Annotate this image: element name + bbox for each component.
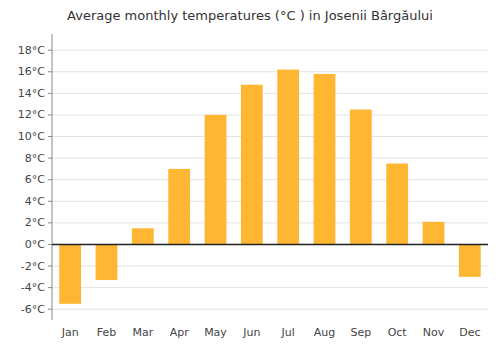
- x-tick-label: Oct: [388, 326, 408, 339]
- x-tick-label: Jan: [61, 326, 79, 339]
- x-tick-label: May: [204, 326, 227, 339]
- bar: [423, 222, 445, 245]
- x-axis: Jan Feb Mar Apr May Jun Jul Aug Sep Oct Nov Dec: [61, 326, 481, 339]
- y-tick-label: 16°C: [18, 65, 45, 78]
- y-tick: [48, 287, 52, 288]
- y-tick: [48, 244, 52, 245]
- bar: [241, 85, 263, 245]
- grid-line: [52, 309, 488, 310]
- x-tick-label: Aug: [314, 326, 335, 339]
- grid-line: [52, 50, 488, 51]
- y-tick: [48, 50, 52, 51]
- y-tick: [48, 136, 52, 137]
- bar: [459, 244, 481, 276]
- y-tick: [48, 201, 52, 202]
- grid-line: [52, 201, 488, 202]
- y-tick-label: 2°C: [25, 216, 45, 229]
- grid-line: [52, 266, 488, 267]
- grid: [52, 50, 488, 309]
- x-tick-label: Sep: [350, 326, 371, 339]
- x-tick-label: Jun: [242, 326, 260, 339]
- grid-line: [52, 136, 488, 137]
- x-tick-label: Nov: [423, 326, 445, 339]
- chart-container: -6°C -4°C -2°C 0°C 2°C 4°C 6°C 8°C 10°C 12°C 14°C 1…: [0, 0, 500, 350]
- y-axis: -6°C -4°C -2°C 0°C 2°C 4°C 6°C 8°C 10°C 12°C 14°C 1…: [18, 34, 52, 320]
- bar: [132, 228, 154, 244]
- y-tick-label: 14°C: [18, 87, 45, 100]
- y-tick: [48, 93, 52, 94]
- x-tick-label: Dec: [459, 326, 480, 339]
- bar: [59, 244, 81, 303]
- bars: [59, 70, 480, 304]
- x-tick-label: Apr: [170, 326, 190, 339]
- grid-line: [52, 179, 488, 180]
- y-tick: [48, 114, 52, 115]
- y-axis-line: [52, 34, 53, 320]
- x-tick-label: Jul: [281, 326, 295, 339]
- y-tick: [48, 266, 52, 267]
- bar: [386, 164, 408, 245]
- grid-line: [52, 287, 488, 288]
- y-tick-label: -2°C: [21, 260, 45, 273]
- bar: [168, 169, 190, 245]
- y-tick-label: 12°C: [18, 108, 45, 121]
- zero-line: [52, 244, 488, 246]
- y-tick-label: -4°C: [21, 281, 45, 294]
- grid-line: [52, 71, 488, 72]
- bar: [205, 115, 227, 245]
- y-tick: [48, 158, 52, 159]
- grid-line: [52, 244, 488, 245]
- grid-line: [52, 158, 488, 159]
- bar: [350, 110, 372, 245]
- y-tick-label: 6°C: [25, 173, 45, 186]
- grid-line: [52, 93, 488, 94]
- chart-title: Average monthly temperatures (°C ) in Jo…: [67, 8, 433, 23]
- x-tick-label: Feb: [97, 326, 116, 339]
- y-tick-label: 10°C: [18, 130, 45, 143]
- y-tick-label: -6°C: [21, 303, 45, 316]
- y-tick: [48, 179, 52, 180]
- grid-line: [52, 114, 488, 115]
- y-tick-label: 4°C: [25, 195, 45, 208]
- chart-svg: -6°C -4°C -2°C 0°C 2°C 4°C 6°C 8°C 10°C 12°C 14°C 1…: [0, 0, 500, 350]
- y-tick-label: 18°C: [18, 44, 45, 57]
- bar: [314, 74, 336, 245]
- y-tick: [48, 71, 52, 72]
- bar: [96, 244, 118, 280]
- bar: [277, 70, 299, 245]
- y-tick-label: 0°C: [25, 238, 45, 251]
- y-tick-label: 8°C: [25, 152, 45, 165]
- y-tick: [48, 222, 52, 223]
- y-tick: [48, 309, 52, 310]
- x-tick-label: Mar: [132, 326, 153, 339]
